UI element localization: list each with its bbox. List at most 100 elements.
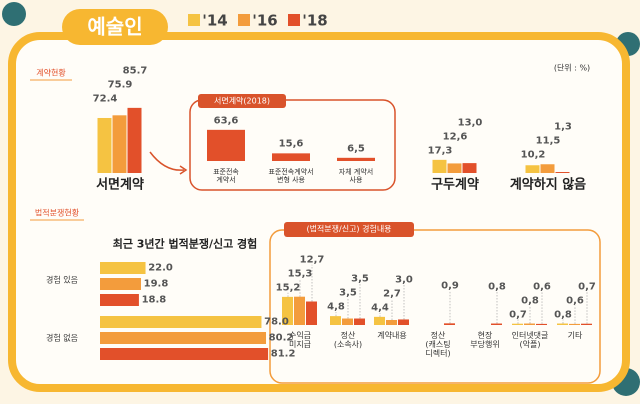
- bar: [398, 319, 409, 325]
- sub-tab: [198, 94, 286, 108]
- value-label: 0,7: [509, 308, 527, 320]
- bar: [555, 172, 570, 173]
- value-label: 12,7: [299, 253, 325, 265]
- bar: [100, 316, 262, 328]
- arrow: [149, 151, 185, 171]
- bar: [100, 348, 269, 360]
- frame: [8, 32, 630, 392]
- bar: [97, 117, 112, 173]
- legend-label: '16: [252, 11, 278, 30]
- category-label: 기타: [567, 331, 583, 340]
- category-label: 표준전속 계약서: [213, 167, 239, 184]
- bar: [112, 115, 127, 173]
- category-label: 구두계약: [431, 177, 479, 193]
- category-label: 표준전속계약서 변형 사용: [268, 167, 314, 184]
- sub-box: [189, 99, 396, 191]
- unit: (단위 : %): [553, 63, 591, 73]
- value-label: 4,8: [327, 301, 345, 313]
- value-label: 13,0: [457, 117, 483, 129]
- bar: [330, 316, 341, 325]
- detail-title: (법적분쟁/신고) 경험내용: [306, 224, 392, 234]
- legend-swatch: [238, 14, 250, 26]
- value-label: 11,5: [535, 135, 561, 147]
- legend-label: '14: [202, 11, 228, 30]
- value-label: 15,6: [278, 138, 304, 150]
- bar: [524, 323, 535, 325]
- bar: [306, 301, 317, 325]
- bar: [100, 262, 146, 274]
- bar: [127, 107, 142, 173]
- legend-label: '18: [302, 11, 328, 30]
- tree: [2, 2, 26, 26]
- value-label: 0,6: [533, 280, 551, 292]
- value-label: 0,6: [566, 294, 584, 306]
- bar: [337, 157, 375, 161]
- legend-swatch: [288, 14, 300, 26]
- value-label: 17,3: [427, 145, 453, 157]
- bar: [294, 296, 305, 325]
- value-label: 63,6: [213, 115, 239, 127]
- value-label: 6,5: [347, 143, 365, 155]
- bar: [491, 323, 502, 325]
- title: 예술인: [87, 14, 143, 39]
- value-label: 15,3: [287, 267, 313, 279]
- bar: [432, 159, 447, 173]
- value-label: 2,7: [383, 288, 401, 300]
- category-label: 서면계약: [96, 177, 144, 193]
- value-label: 81.2: [270, 348, 296, 360]
- bar: [462, 163, 477, 173]
- bar: [282, 296, 293, 325]
- category-label: 경험 있음: [46, 275, 78, 285]
- value-label: 12,6: [442, 131, 468, 143]
- category-label: 인터넷댓글 (악플): [511, 331, 549, 350]
- value-label: 3,0: [395, 274, 413, 286]
- arrow-head: [179, 165, 188, 175]
- bar: [512, 323, 523, 325]
- value-label: 72.4: [92, 93, 118, 105]
- title-pill: [62, 9, 168, 45]
- category-label: 수익금 미지급: [288, 331, 312, 350]
- detail-tab: [284, 222, 414, 237]
- bar: [447, 163, 462, 173]
- bar: [536, 323, 547, 325]
- category-label: 경험 없음: [46, 333, 78, 343]
- value-label: 0,9: [441, 280, 459, 292]
- bar: [100, 294, 139, 306]
- bar: [272, 153, 310, 161]
- bar: [444, 323, 455, 325]
- bar: [374, 316, 385, 325]
- value-label: 0,8: [488, 280, 506, 292]
- bar: [569, 323, 580, 325]
- bar: [540, 164, 555, 173]
- value-label: 10,2: [520, 149, 546, 161]
- value-label: 22.0: [148, 262, 173, 274]
- detail-box: [269, 229, 601, 384]
- section-label: 계약현황: [36, 68, 66, 78]
- value-label: 80.2: [268, 332, 294, 344]
- category-label: 정산 (캐스팅 디렉터): [425, 331, 451, 359]
- chart-title: 최근 3년간 법적분쟁/신고 경험: [112, 237, 258, 251]
- bar: [342, 318, 353, 325]
- value-label: 4,4: [371, 302, 389, 314]
- legend-swatch: [188, 14, 200, 26]
- bar: [386, 320, 397, 325]
- bar: [557, 323, 568, 325]
- value-label: 0,8: [554, 308, 572, 320]
- section-label: 법적분쟁현황: [34, 208, 80, 218]
- value-label: 3,5: [351, 273, 369, 285]
- value-label: 0,7: [578, 280, 596, 292]
- value-label: 85.7: [122, 65, 148, 77]
- bar: [354, 318, 365, 325]
- value-label: 0,8: [521, 294, 539, 306]
- value-label: 1,3: [554, 121, 572, 133]
- bar: [207, 129, 245, 161]
- category-label: 계약내용: [377, 331, 407, 340]
- value-label: 75.9: [107, 79, 133, 91]
- value-label: 78.0: [264, 316, 289, 328]
- value-label: 19.8: [143, 278, 169, 290]
- category-label: 자체 계약서 사용: [338, 167, 374, 184]
- bar: [525, 165, 540, 173]
- value-label: 15,2: [275, 281, 301, 293]
